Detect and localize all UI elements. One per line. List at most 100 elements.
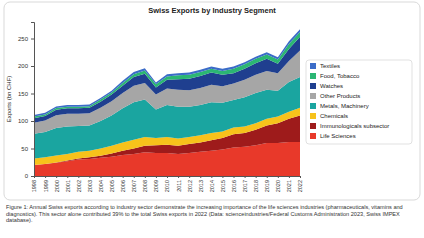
x-tick-mark [78,176,79,178]
chart-root: 0501001502002501998199920002001200220032… [0,0,424,238]
x-axis-line [35,177,301,179]
area-series [34,29,300,116]
x-tick-mark [34,176,35,178]
x-tick: 1998 [31,176,37,192]
x-tick: 2005 [109,176,115,192]
x-tick: 2017 [242,176,248,192]
x-tick-mark [211,176,212,178]
x-tick-label: 2014 [209,180,215,192]
figure-caption: Figure 1: Annual Swiss exports according… [6,204,403,223]
x-tick: 2022 [297,176,303,192]
legend-label: Life Sciences [320,133,356,139]
x-tick-label: 2016 [231,180,237,192]
legend-swatch [310,113,316,119]
legend-swatch [310,83,316,89]
x-tick-label: 2020 [275,180,281,192]
x-tick-label: 2019 [264,180,270,192]
x-tick: 2002 [76,176,82,192]
x-tick-mark [200,176,201,178]
x-tick-mark [101,176,102,178]
legend: TextilesFood, TobaccoWatchesOther Produc… [306,60,412,144]
x-tick-mark [300,176,301,178]
legend-swatch [310,133,316,139]
x-tick-mark [156,176,157,178]
x-tick-label: 2021 [286,180,292,192]
x-tick-label: 2018 [253,180,259,192]
x-tick-label: 2000 [54,180,60,192]
y-tick-label: 0 [25,173,29,179]
caption-line: diagnostics). This sector alone contribu… [6,211,400,217]
legend-swatch [310,123,316,129]
x-tick-label: 1998 [31,180,37,192]
y-tick-label: 150 [18,91,29,97]
x-tick-label: 2022 [297,180,303,192]
x-tick-mark [123,176,124,178]
x-tick-label: 2017 [242,180,248,192]
x-tick: 2018 [253,176,259,192]
y-tick-mark [31,176,34,177]
x-tick-label: 2006 [120,180,126,192]
legend-box [306,60,412,144]
y-tick-mark [31,121,34,122]
x-tick-label: 2001 [65,180,71,192]
x-tick-label: 2009 [153,180,159,192]
x-tick-mark [145,176,146,178]
chart-frame [4,2,420,200]
x-axis: 1998 1999 2000 2001 2002 2003 2004 2005 2006 2007… [31,176,303,192]
x-tick: 2010 [164,176,170,192]
legend-label: Chemicals [320,113,348,119]
y-tick: 250 [18,36,34,42]
legend-swatch [310,103,316,109]
x-tick-mark [289,176,290,178]
x-tick-label: 2011 [176,180,182,192]
x-tick: 2011 [176,176,182,192]
x-tick-label: 2010 [164,180,170,192]
y-axis-line [31,23,35,177]
y-axis-title: Exports (bn CHF) [6,76,12,123]
caption-line: Figure 1: Annual Swiss exports according… [6,204,403,210]
legend-swatch [310,93,316,99]
x-tick-label: 2005 [109,180,115,192]
x-tick-label: 2008 [142,180,148,192]
x-tick-mark [67,176,68,178]
x-tick: 2015 [220,176,226,192]
x-tick: 2020 [275,176,281,192]
x-tick: 2007 [131,176,137,192]
x-tick-mark [278,176,279,178]
x-tick: 2016 [231,176,237,192]
x-tick-mark [56,176,57,178]
legend-label: Other Products [320,93,360,99]
x-tick-label: 2012 [187,180,193,192]
y-axis: 050100150200250 [18,23,35,180]
x-tick-label: 2003 [87,180,93,192]
x-tick: 2006 [120,176,126,192]
y-tick-label: 200 [18,63,29,69]
legend-label: Watches [320,83,343,89]
x-tick-mark [267,176,268,178]
y-tick: 150 [18,91,34,97]
x-tick-label: 2007 [131,180,137,192]
x-tick-label: 2004 [98,180,104,192]
x-tick-mark [245,176,246,178]
x-tick-mark [189,176,190,178]
x-tick: 2012 [187,176,193,192]
chart-title: Swiss Exports by Industry Segment [148,6,276,15]
x-tick: 2000 [54,176,60,192]
x-tick-mark [89,176,90,178]
x-tick: 2013 [198,176,204,192]
x-tick: 2014 [209,176,215,192]
x-tick-mark [112,176,113,178]
x-tick: 2004 [98,176,104,192]
y-tick-label: 250 [18,36,29,42]
caption-line: database). [6,217,33,223]
x-tick: 2021 [286,176,292,192]
legend-label: Metals, Machinery [320,103,369,109]
x-tick: 2001 [65,176,71,192]
x-tick-mark [134,176,135,178]
x-tick: 1999 [43,176,49,192]
x-tick-mark [222,176,223,178]
y-tick: 0 [25,173,34,179]
x-tick-mark [45,176,46,178]
x-tick-label: 2015 [220,180,226,192]
y-tick-label: 100 [18,118,29,124]
